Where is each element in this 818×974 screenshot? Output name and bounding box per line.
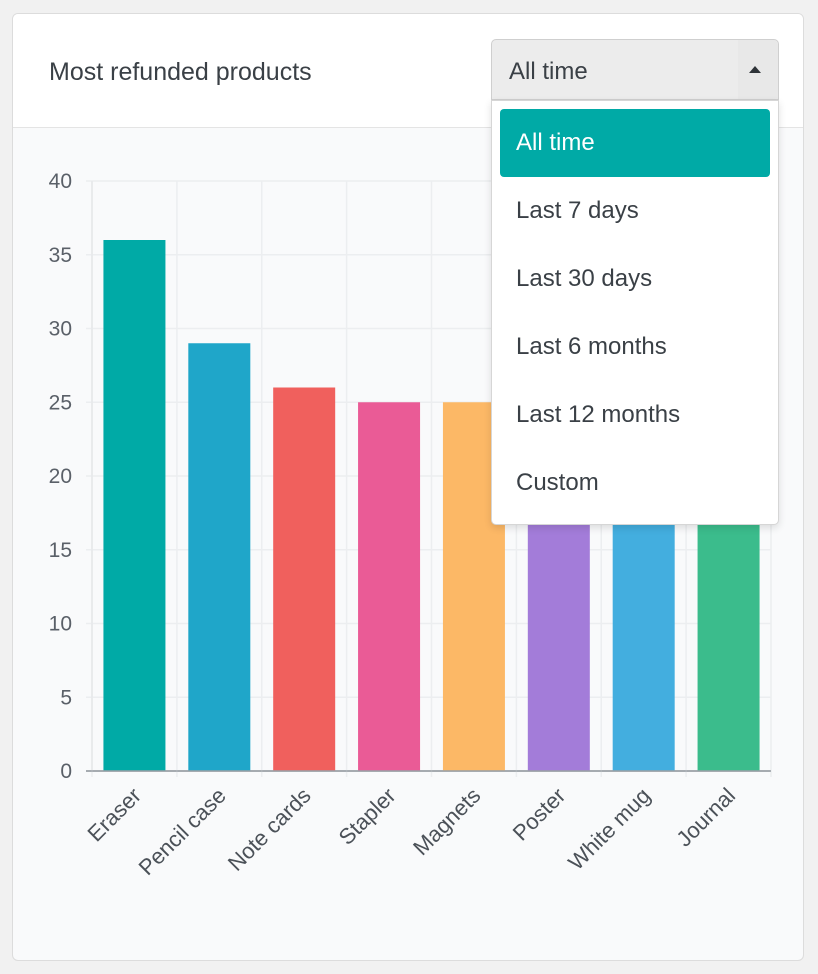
bar-pencil-case [188,343,251,771]
option-last-30-days[interactable]: Last 30 days [516,265,653,292]
option-all-time[interactable]: All time [500,109,770,177]
bar-stapler [358,402,421,771]
option-last-12-months[interactable]: Last 12 months [516,401,681,428]
option-custom[interactable]: Custom [516,469,599,496]
bar-note-cards [273,387,336,771]
x-tick-label: White mug [563,783,655,875]
option-last-6-months[interactable]: Last 6 months [516,333,667,360]
bar-white-mug [612,476,675,771]
select-arrow-area[interactable] [738,40,778,99]
y-tick-label: 5 [60,686,72,709]
period-dropdown: All time Last 7 days Last 30 days Last 6… [491,100,779,525]
period-select-value: All time [509,58,588,85]
y-tick-label: 30 [49,318,72,341]
y-tick-label: 35 [49,244,72,267]
y-tick-label: 10 [49,613,72,636]
bar-eraser [103,240,166,771]
x-tick-label: Magnets [408,783,485,860]
option-last-7-days[interactable]: Last 7 days [516,197,639,224]
card-title: Most refunded products [49,58,312,86]
refunds-card: 0 5 10 15 20 25 30 35 40 Eraser Pencil case Note ca… [12,13,804,961]
x-tick-label: Note cards [223,783,316,876]
y-tick-label: 15 [49,539,72,562]
x-tick-label: Poster [508,783,571,846]
x-tick-label: Stapler [334,783,401,850]
bar-poster [527,476,590,771]
y-tick-label: 0 [60,760,72,783]
x-tick-label: Journal [671,783,740,852]
period-select[interactable]: All time [491,39,779,100]
y-tick-label: 40 [49,170,72,193]
bar-journal [697,476,760,771]
x-tick-label: Eraser [82,783,145,846]
caret-up-icon [749,66,761,73]
y-tick-label: 25 [49,391,72,414]
x-tick-label: Pencil case [134,783,231,880]
y-tick-label: 20 [49,465,72,488]
